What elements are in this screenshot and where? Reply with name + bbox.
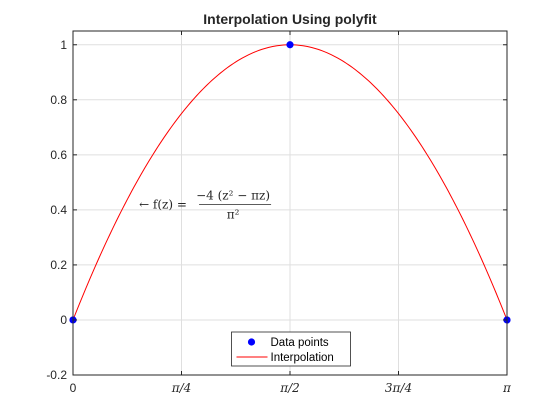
ticks: 0 π/4 π/2 3π/4 π-0.200.20.40.60.81 [46, 31, 512, 395]
annotation-numerator: −4 (z² − πz) [196, 188, 270, 202]
y-tick-label: 0 [60, 313, 67, 327]
x-tick-label: π/4 [171, 381, 192, 395]
y-tick-label: -0.2 [46, 368, 67, 382]
y-tick-label: 0.4 [50, 203, 67, 217]
x-tick-label: 3π/4 [385, 381, 412, 395]
y-tick-label: 1 [60, 38, 67, 52]
y-tick-label: 0.2 [50, 258, 67, 272]
x-tick-label: π/2 [279, 381, 300, 395]
y-tick-label: 0.8 [50, 93, 67, 107]
data-point [286, 41, 294, 49]
chart-title: Interpolation Using polyfit [203, 11, 377, 27]
legend-box [231, 331, 351, 367]
legend: Data points Interpolation [231, 331, 351, 367]
annotation-denominator: π² [227, 207, 240, 221]
legend-marker-data-points [247, 338, 256, 346]
annotation: ← f(z) = −4 (z² − πz) π² [139, 188, 272, 221]
x-tick-label: 0 [70, 381, 77, 395]
annotation-prefix: ← f(z) = [139, 197, 187, 211]
x-tick-label: π [502, 381, 512, 395]
legend-label: Interpolation [271, 352, 334, 364]
y-tick-label: 0.6 [50, 148, 67, 162]
legend-label: Data points [271, 337, 329, 349]
